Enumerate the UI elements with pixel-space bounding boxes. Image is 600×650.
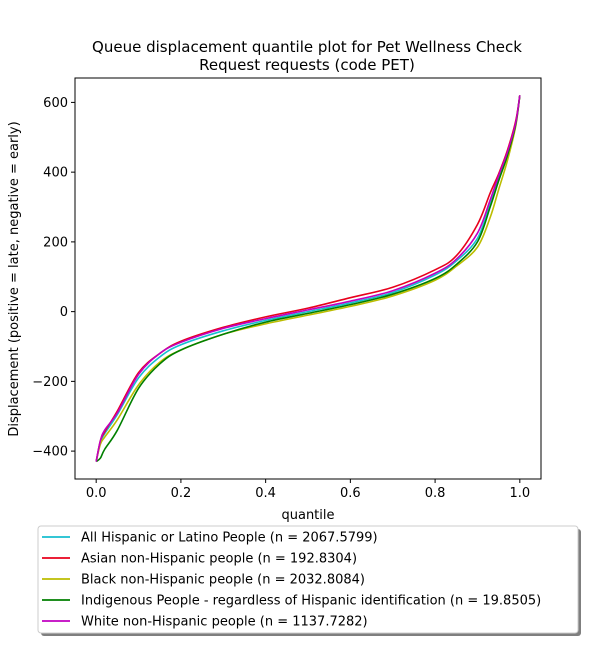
y-axis-label: Displacement (positive = late, negative …: [7, 121, 22, 436]
series-line-4: [95, 95, 521, 462]
y-tick-label: 0: [60, 305, 68, 320]
x-tick-label: 0.8: [425, 486, 446, 501]
series-line-1: [95, 95, 521, 462]
plot-lines: [95, 95, 521, 463]
legend-label-1: Asian non-Hispanic people (n = 192.8304): [81, 552, 357, 567]
chart-title-line-1: Queue displacement quantile plot for Pet…: [92, 38, 522, 56]
series-line-3: [95, 95, 521, 463]
series-line-0: [95, 95, 521, 462]
y-tick-label: 400: [43, 166, 68, 181]
x-tick-label: 0.6: [340, 486, 361, 501]
x-tick-label: 0.0: [86, 486, 107, 501]
legend-label-2: Black non-Hispanic people (n = 2032.8084…: [81, 573, 365, 588]
y-tick-label: −200: [32, 375, 68, 390]
y-tick-label: 200: [43, 235, 68, 250]
series-line-2: [95, 95, 521, 462]
chart-title-line-2: Request requests (code PET): [199, 56, 415, 74]
plot-frame: [74, 77, 542, 480]
x-tick-label: 0.4: [255, 486, 276, 501]
y-axis: −400 −200 0 200 400 600: [32, 96, 75, 460]
x-axis: 0.0 0.2 0.4 0.6 0.8 1.0: [86, 479, 530, 501]
legend: All Hispanic or Latino People (n = 2067.…: [37, 525, 581, 636]
legend-label-3: Indigenous People - regardless of Hispan…: [81, 594, 541, 609]
y-tick-label: 600: [43, 96, 68, 111]
legend-label-0: All Hispanic or Latino People (n = 2067.…: [81, 531, 378, 546]
legend-box: [37, 525, 579, 634]
x-axis-label: quantile: [281, 508, 334, 523]
x-tick-label: 0.2: [171, 486, 192, 501]
legend-label-4: White non-Hispanic people (n = 1137.7282…: [81, 615, 368, 630]
y-tick-label: −400: [32, 445, 68, 460]
x-tick-label: 1.0: [509, 486, 530, 501]
